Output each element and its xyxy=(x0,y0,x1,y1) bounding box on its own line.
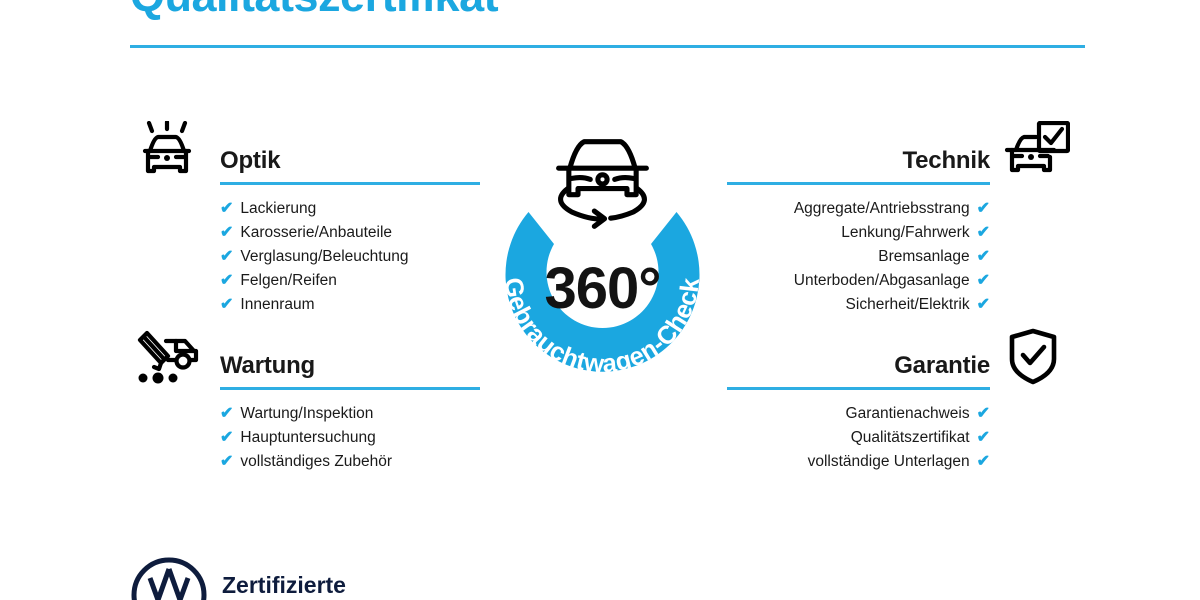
section-garantie: Garantie Garantienachweis ✔ Qualitätszert… xyxy=(720,328,1070,474)
page-title-container: Qualitätszertifikat xyxy=(130,0,1090,28)
badge-ring xyxy=(505,212,700,372)
list-item: ✔ Wartung/Inspektion xyxy=(220,402,480,426)
list-item: Sicherheit/Elektrik ✔ xyxy=(720,293,990,317)
list-item-label: Karosserie/Anbauteile xyxy=(240,224,393,241)
list-item: ✔ Verglasung/Beleuchtung xyxy=(220,245,480,269)
footer-label: Zertifizierte xyxy=(222,572,346,598)
list-item-label: Aggregate/Antriebsstrang xyxy=(793,200,970,217)
list-item-label: Lackierung xyxy=(240,200,317,217)
list-item: Unterboden/Abgasanlage ✔ xyxy=(720,269,990,293)
list-item: Bremsanlage ✔ xyxy=(720,245,990,269)
check-icon: ✔ xyxy=(220,200,234,217)
check-icon: ✔ xyxy=(220,248,234,265)
list-item-label: Felgen/Reifen xyxy=(240,272,337,289)
list-item-label: Qualitätszertifikat xyxy=(850,429,970,446)
check-icon: ✔ xyxy=(220,429,234,446)
car-rotate-360-icon xyxy=(556,139,649,229)
section-optik: Optik ✔ Lackierung ✔ Karosserie/Anbauteile… xyxy=(130,121,480,317)
car-checkbox-icon xyxy=(996,121,1070,183)
list-item: Garantienachweis ✔ xyxy=(720,402,990,426)
check-icon: ✔ xyxy=(220,272,234,289)
list-item: Qualitätszertifikat ✔ xyxy=(720,426,990,450)
section-garantie-divider xyxy=(727,387,990,390)
list-item: ✔ Karosserie/Anbauteile xyxy=(220,221,480,245)
car-service-pencil-icon xyxy=(130,326,204,388)
list-item-label: Lenkung/Fahrwerk xyxy=(841,224,970,241)
list-item: Lenkung/Fahrwerk ✔ xyxy=(720,221,990,245)
section-wartung-header: Wartung xyxy=(130,330,480,390)
section-optik-heading: Optik xyxy=(220,147,281,174)
list-item: ✔ Felgen/Reifen xyxy=(220,269,480,293)
360-check-badge: Gebrauchtwagen-Check 360° xyxy=(465,103,740,403)
list-item-label: vollständige Unterlagen xyxy=(807,453,970,470)
check-icon: ✔ xyxy=(976,200,990,217)
check-icon: ✔ xyxy=(220,296,234,313)
check-icon: ✔ xyxy=(976,453,990,470)
list-item: ✔ Lackierung xyxy=(220,197,480,221)
list-item-label: Hauptuntersuchung xyxy=(240,429,376,446)
section-technik-heading: Technik xyxy=(902,147,990,174)
check-icon: ✔ xyxy=(976,405,990,422)
section-technik-header: Technik xyxy=(720,121,1070,185)
section-technik-divider xyxy=(727,182,990,185)
footer: Zertifizierte xyxy=(130,556,830,600)
list-item: ✔ Innenraum xyxy=(220,293,480,317)
check-icon: ✔ xyxy=(976,224,990,241)
car-shine-icon xyxy=(130,121,204,183)
section-optik-divider xyxy=(220,182,480,185)
section-wartung-heading: Wartung xyxy=(220,352,316,379)
section-technik: Technik Aggregate/Antriebsstrang ✔ Lenkun… xyxy=(720,121,1070,317)
check-icon: ✔ xyxy=(976,296,990,313)
list-item-label: vollständiges Zubehör xyxy=(240,453,393,470)
check-icon: ✔ xyxy=(976,272,990,289)
list-item-label: Verglasung/Beleuchtung xyxy=(240,248,409,265)
volkswagen-logo xyxy=(130,556,208,600)
check-icon: ✔ xyxy=(976,429,990,446)
check-icon: ✔ xyxy=(220,224,234,241)
page-title: Qualitätszertifikat xyxy=(130,0,1090,24)
list-item: ✔ vollständiges Zubehör xyxy=(220,450,480,474)
title-divider xyxy=(130,45,1085,48)
list-item-label: Garantienachweis xyxy=(845,405,970,422)
list-item-label: Wartung/Inspektion xyxy=(240,405,374,422)
list-item: Aggregate/Antriebsstrang ✔ xyxy=(720,197,990,221)
list-item-label: Bremsanlage xyxy=(878,248,970,265)
check-icon: ✔ xyxy=(220,453,234,470)
section-garantie-heading: Garantie xyxy=(894,352,990,379)
list-item-label: Sicherheit/Elektrik xyxy=(845,296,970,313)
section-wartung: Wartung ✔ Wartung/Inspektion ✔ Hauptunters… xyxy=(130,330,480,474)
section-wartung-divider xyxy=(220,387,480,390)
section-garantie-header: Garantie xyxy=(720,328,1070,390)
list-item: vollständige Unterlagen ✔ xyxy=(720,450,990,474)
check-icon: ✔ xyxy=(220,405,234,422)
section-garantie-list: Garantienachweis ✔ Qualitätszertifikat ✔ v… xyxy=(720,402,1070,474)
section-wartung-list: ✔ Wartung/Inspektion ✔ Hauptuntersuchung ✔… xyxy=(130,402,480,474)
section-optik-list: ✔ Lackierung ✔ Karosserie/Anbauteile ✔ Verg… xyxy=(130,197,480,317)
shield-check-icon xyxy=(996,326,1070,388)
check-icon: ✔ xyxy=(976,248,990,265)
list-item: ✔ Hauptuntersuchung xyxy=(220,426,480,450)
list-item-label: Unterboden/Abgasanlage xyxy=(793,272,970,289)
section-optik-header: Optik xyxy=(130,121,480,185)
list-item-label: Innenraum xyxy=(240,296,315,313)
section-technik-list: Aggregate/Antriebsstrang ✔ Lenkung/Fahrwe… xyxy=(720,197,1070,317)
badge-number: 360° xyxy=(544,256,662,321)
